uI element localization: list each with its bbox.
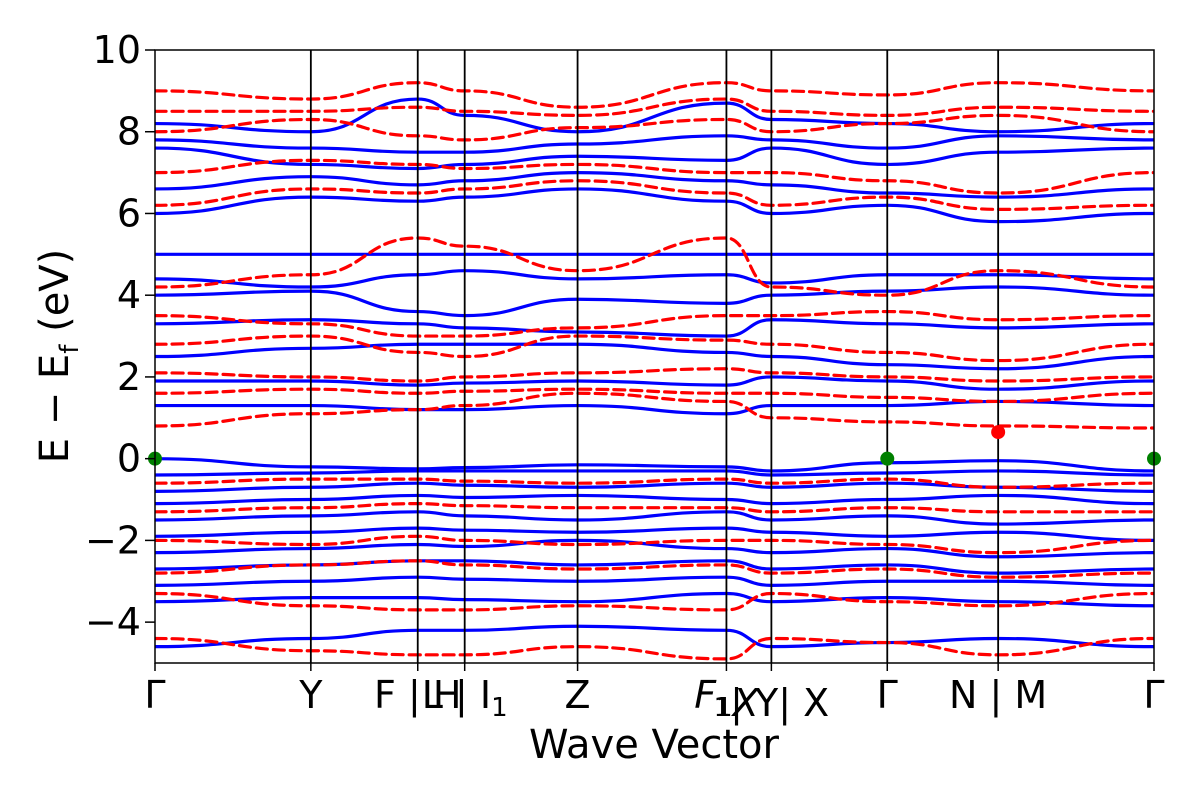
extremum-marker [991,425,1006,440]
y-tick-label: 10 [93,28,141,72]
x-axis-title: Wave Vector [529,722,780,768]
x-tick-label: F1X [694,673,759,725]
extremum-marker [880,451,895,466]
y-tick-label: 4 [117,273,141,317]
solid-band-line [155,538,1154,559]
solid-band-line [155,375,1154,391]
dashed-band-line [155,391,1154,430]
x-tick-label: Γ [144,673,165,717]
y-tick-label: 2 [117,355,141,399]
solid-band-line [155,457,1154,473]
solid-band-line [155,469,1154,477]
dashed-band-line [155,387,1154,404]
dashed-band-line [155,534,1154,555]
solid-band-line [155,134,1154,154]
x-tick-label: Γ [1143,673,1164,717]
x-tick-label: Γ [877,673,898,717]
solid-band-line [155,575,1154,587]
y-ticks: 10 8 6 4 2 0 −2 −4 [85,28,155,644]
dashed-band-line [155,179,1154,211]
x-tick-label: Z [565,673,591,717]
solid-band-line [155,399,1154,416]
dashed-band-line [155,636,1154,661]
solid-band-line [155,591,1154,608]
solid-band-line [155,170,1154,199]
dashed-band-line [155,502,1154,514]
dashed-band-line [155,367,1154,383]
dashed-band-line [155,309,1154,338]
solid-band-line [155,493,1154,506]
dashed-band-line [155,113,1154,142]
solid-band-line [155,526,1154,542]
dashed-band-line [155,591,1154,612]
bands-layer [155,81,1154,661]
solid-band-line [155,510,1154,526]
solid-band-line [155,318,1154,338]
dashed-band-line [155,477,1154,489]
solid-band-line [155,187,1154,224]
x-tick-label: F | H [374,673,461,718]
kpoint-lines [309,50,1000,663]
solid-band-line [155,269,1154,289]
y-axis-title: E − Ef (eV) [32,249,85,464]
plot-frame [154,49,1155,664]
y-tick-label: −2 [85,518,141,562]
dashed-band-line [155,334,1154,363]
dashed-band-line [155,97,1154,117]
dashed-band-line [155,559,1154,579]
solid-band-line [155,624,1154,649]
x-tick-label: Y [298,673,323,717]
solid-band-line [155,285,1154,318]
dashed-band-line [155,158,1154,195]
y-tick-label: 8 [117,110,141,154]
dashed-band-line [155,236,1154,297]
y-tick-label: 0 [117,437,141,481]
x-tick-label: 1| Y| X [714,681,830,726]
x-tick-label: L | I1 [422,673,508,723]
solid-band-line [155,146,1154,171]
solid-band-line [155,342,1154,371]
dashed-band-line [155,81,1154,109]
x-tick-label: N | M [949,673,1047,718]
y-tick-label: −4 [85,600,141,644]
y-tick-label: 6 [117,191,141,235]
